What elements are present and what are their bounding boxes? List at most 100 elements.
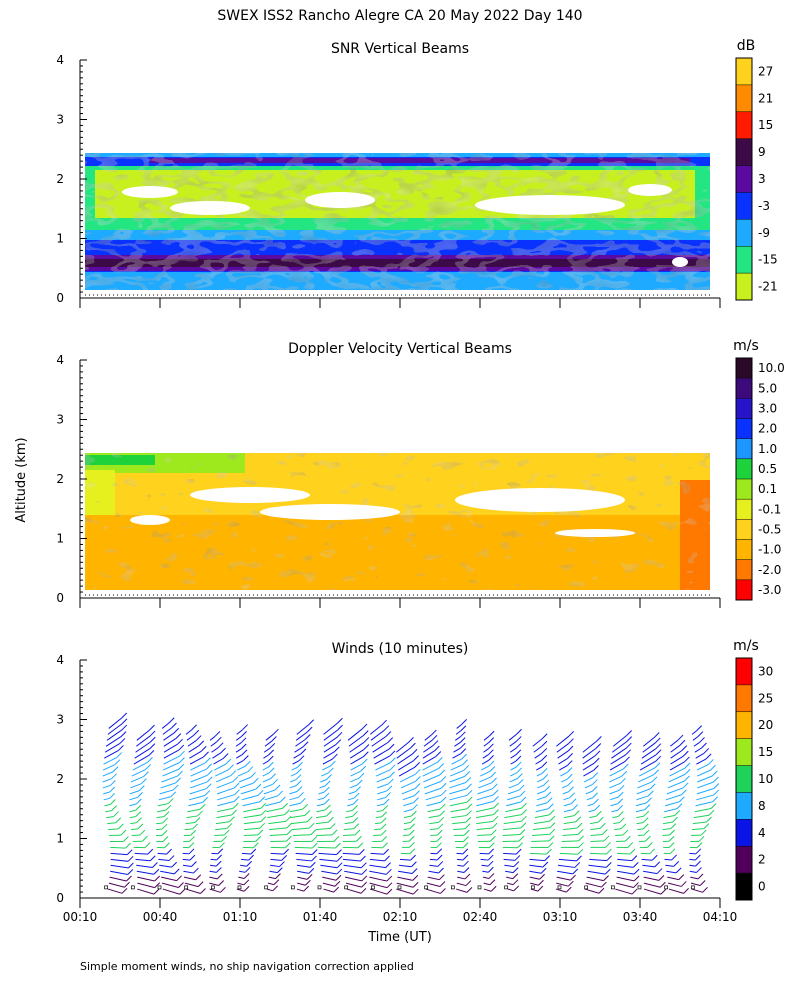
- wind-barb-flag: [437, 830, 442, 835]
- time-tick-labels: 00:10 00:40 01:10 01:40 02:10 02:40 03:10 03:40…: [63, 910, 738, 924]
- wind-barb-flag: [606, 862, 611, 867]
- wind-barb-flag: [410, 849, 415, 854]
- wind-barb-flag: [515, 855, 520, 860]
- wind-barb-flag: [122, 888, 127, 893]
- wind-barb: [451, 809, 467, 812]
- wind-barb-flag: [549, 810, 554, 815]
- wind-barb: [319, 786, 325, 788]
- y-tick-label: 0: [56, 291, 64, 305]
- wind-barb-flag: [464, 837, 469, 842]
- wind-barb: [344, 865, 362, 867]
- wind-barb: [267, 815, 284, 818]
- wind-barb: [482, 760, 489, 764]
- wind-barb: [110, 871, 128, 874]
- wind-barb-flag: [466, 817, 471, 822]
- wind-barb: [423, 775, 439, 782]
- wind-barb-flag: [463, 855, 468, 860]
- wind-barb-flag: [413, 804, 418, 809]
- wind-barb-flag: [387, 876, 392, 881]
- x-tick-label: 02:10: [383, 910, 418, 924]
- wind-barb: [690, 871, 697, 872]
- wind-barb-flag: [172, 862, 177, 867]
- wind-barb: [511, 761, 516, 764]
- wind-barb-flag: [196, 736, 201, 741]
- colorbar-label: 0.5: [758, 462, 777, 476]
- wind-barb-flag: [602, 829, 607, 834]
- wind-barb: [158, 804, 168, 806]
- wind-barb: [610, 797, 618, 800]
- wind-barb: [425, 735, 432, 740]
- wind-barb: [347, 889, 361, 893]
- snr-texture: [85, 153, 710, 290]
- wind-barb: [529, 865, 543, 867]
- wind-barb: [692, 731, 697, 735]
- wind-barb: [214, 835, 224, 836]
- wind-barb: [663, 829, 671, 830]
- colorbar-label: -2.0: [758, 563, 781, 577]
- wind-barb-flag: [234, 796, 239, 801]
- wind-barb-flag: [364, 745, 369, 750]
- colorbar-label: 30: [758, 664, 773, 678]
- wind-barb: [162, 723, 169, 729]
- wind-barb: [108, 889, 122, 893]
- colorbar-swatch: [736, 792, 752, 819]
- colorbar-label: 0.1: [758, 482, 777, 496]
- wind-barb-flag: [280, 862, 285, 867]
- calm-marker: [451, 886, 454, 889]
- wind-barb: [531, 841, 549, 842]
- wind-barb-flag: [353, 805, 358, 810]
- wind-barb-flag: [115, 760, 120, 765]
- wind-barb: [644, 877, 659, 880]
- wind-barb-flag: [243, 725, 248, 730]
- wind-barb: [110, 877, 127, 881]
- doppler-hole-5: [130, 515, 170, 525]
- wind-barb-flag: [550, 816, 555, 821]
- wind-barb-flag: [128, 870, 133, 875]
- x-tick-label: 03:40: [623, 910, 658, 924]
- wind-barb: [589, 859, 606, 860]
- wind-barb: [351, 757, 364, 764]
- wind-barb: [694, 742, 700, 746]
- wind-barb: [343, 835, 355, 836]
- wind-barb: [242, 795, 258, 799]
- wind-barb: [509, 734, 517, 740]
- wind-barb: [297, 865, 310, 867]
- wind-barb: [243, 802, 260, 806]
- wind-barb: [297, 883, 305, 885]
- wind-barb: [643, 871, 657, 873]
- wind-barb: [697, 776, 712, 782]
- wind-barb: [322, 766, 330, 770]
- wind-barb: [483, 877, 489, 878]
- wind-barb: [241, 789, 256, 794]
- wind-barb-flag: [681, 790, 686, 795]
- wind-barb-flag: [360, 856, 365, 861]
- wind-barb: [423, 768, 439, 776]
- wind-barb-flag: [270, 743, 275, 748]
- wind-barb-flag: [441, 783, 446, 788]
- wind-barb: [449, 789, 466, 794]
- wind-barb-flag: [568, 753, 573, 758]
- x-tick-label: 01:10: [223, 910, 258, 924]
- wind-barb-flag: [521, 797, 526, 802]
- wind-barb-flag: [312, 843, 317, 848]
- wind-barb: [511, 755, 516, 758]
- wind-barb-flag: [171, 792, 176, 797]
- wind-barb: [213, 758, 223, 764]
- wind-barb-flag: [463, 861, 468, 866]
- wind-barb: [189, 796, 205, 800]
- y-tick-label: 1: [56, 832, 64, 846]
- colorbar-swatch: [736, 219, 752, 246]
- wind-barb-flag: [645, 805, 650, 810]
- wind-barb-flag: [684, 888, 689, 893]
- calm-marker: [211, 886, 214, 889]
- wind-barb-flag: [467, 804, 472, 809]
- wind-barb-flag: [604, 876, 609, 881]
- colorbar-label: 20: [758, 718, 773, 732]
- wind-barb: [158, 859, 169, 860]
- wind-barb-flag: [328, 768, 333, 773]
- wind-barb: [263, 761, 268, 764]
- wind-barb-flag: [110, 780, 115, 785]
- calm-marker: [665, 886, 668, 889]
- wind-barb: [617, 877, 634, 881]
- wind-barb-flag: [273, 779, 278, 784]
